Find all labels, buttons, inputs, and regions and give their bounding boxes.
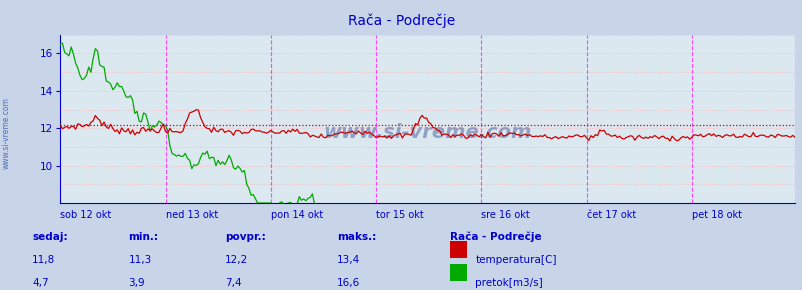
Text: sre 16 okt: sre 16 okt xyxy=(480,210,529,220)
Text: 3,9: 3,9 xyxy=(128,278,145,288)
Text: Rača - Podrečje: Rača - Podrečje xyxy=(347,13,455,28)
Text: pretok[m3/s]: pretok[m3/s] xyxy=(475,278,542,288)
Text: Rača - Podrečje: Rača - Podrečje xyxy=(449,232,541,242)
Text: tor 15 okt: tor 15 okt xyxy=(375,210,423,220)
Text: 4,7: 4,7 xyxy=(32,278,49,288)
Text: maks.:: maks.: xyxy=(337,232,376,242)
Text: 13,4: 13,4 xyxy=(337,255,360,265)
Text: 12,2: 12,2 xyxy=(225,255,248,265)
Text: 11,3: 11,3 xyxy=(128,255,152,265)
Text: čet 17 okt: čet 17 okt xyxy=(586,210,635,220)
Text: 7,4: 7,4 xyxy=(225,278,241,288)
Text: povpr.:: povpr.: xyxy=(225,232,265,242)
Text: sedaj:: sedaj: xyxy=(32,232,67,242)
Text: 16,6: 16,6 xyxy=(337,278,360,288)
Text: temperatura[C]: temperatura[C] xyxy=(475,255,556,265)
Text: pon 14 okt: pon 14 okt xyxy=(270,210,322,220)
Text: sob 12 okt: sob 12 okt xyxy=(60,210,111,220)
Text: www.si-vreme.com: www.si-vreme.com xyxy=(2,97,11,169)
Text: pet 18 okt: pet 18 okt xyxy=(691,210,741,220)
Text: www.si-vreme.com: www.si-vreme.com xyxy=(323,123,531,142)
Text: min.:: min.: xyxy=(128,232,158,242)
Text: 11,8: 11,8 xyxy=(32,255,55,265)
Text: ned 13 okt: ned 13 okt xyxy=(165,210,217,220)
